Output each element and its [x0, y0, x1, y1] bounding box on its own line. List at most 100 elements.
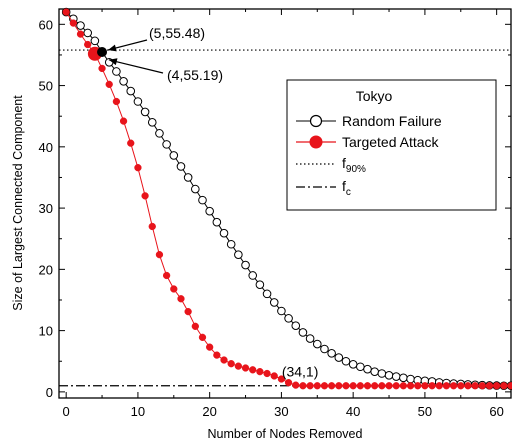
data-point-random	[277, 306, 286, 316]
data-point-random	[176, 162, 186, 171]
data-point-random	[83, 28, 92, 38]
y-tick-label: 30	[39, 201, 53, 216]
data-point-random	[155, 129, 164, 138]
data-point-random	[327, 348, 336, 358]
data-point-random	[76, 21, 85, 30]
data-point-targeted	[256, 368, 264, 376]
data-point-targeted	[277, 375, 286, 383]
data-point-targeted	[500, 382, 508, 390]
annotation-arrow-5-head	[108, 44, 117, 52]
legend-fc-sub: c	[346, 187, 351, 198]
legend-f90-sub: 90%	[346, 164, 366, 175]
x-tick-label: 0	[63, 404, 70, 419]
data-point-targeted	[442, 382, 451, 390]
data-point-random	[312, 339, 322, 349]
legend-f90-main: f	[342, 155, 346, 171]
y-tick-label: 20	[39, 262, 53, 277]
data-point-random	[119, 76, 128, 86]
data-point-random	[183, 173, 193, 182]
data-point-targeted	[392, 382, 400, 390]
data-point-targeted	[399, 382, 408, 390]
x-tick-label: 50	[418, 404, 432, 419]
data-point-targeted	[84, 40, 92, 49]
data-point-targeted	[313, 382, 321, 390]
data-point-random	[234, 250, 243, 259]
data-point-random	[140, 107, 150, 117]
data-point-targeted	[349, 382, 357, 390]
data-point-targeted	[335, 382, 343, 390]
data-point-random	[212, 217, 222, 227]
legend-fc-label: fc	[342, 178, 351, 198]
data-point-targeted	[284, 379, 293, 387]
data-point-targeted	[191, 322, 199, 330]
data-point-targeted	[306, 382, 314, 390]
data-point-targeted	[184, 307, 192, 316]
data-point-random	[133, 97, 143, 106]
data-point-targeted	[198, 333, 207, 342]
legend-fc-main: f	[342, 178, 346, 194]
data-point-random	[356, 362, 365, 372]
data-point-targeted	[213, 351, 221, 359]
data-point-targeted	[69, 19, 77, 27]
data-point-random	[241, 260, 250, 270]
data-point-targeted	[62, 8, 70, 16]
legend-title: Tokyo	[356, 88, 393, 104]
x-tick-label: 20	[202, 404, 216, 419]
data-point-random	[191, 184, 200, 194]
data-point-targeted	[141, 192, 149, 200]
data-point-random	[269, 298, 279, 307]
data-point-random	[384, 371, 394, 380]
data-point-random	[198, 195, 207, 205]
data-point-targeted	[270, 372, 278, 380]
data-point-random	[334, 353, 344, 362]
data-point-random	[162, 140, 171, 149]
data-point-random	[320, 344, 329, 354]
data-point-random	[291, 321, 301, 331]
data-point-targeted	[299, 382, 307, 390]
data-point-targeted	[356, 382, 364, 390]
data-point-targeted	[493, 382, 501, 390]
data-point-random	[112, 67, 121, 76]
data-point-targeted	[320, 382, 329, 390]
annotations-layer: (5,55.48) (4,55.19) (34,1)	[87, 25, 319, 380]
data-point-targeted	[170, 285, 178, 293]
x-tick-label: 30	[274, 404, 288, 419]
data-point-targeted	[327, 382, 336, 390]
data-point-random	[219, 228, 229, 238]
y-tick-label: 40	[39, 140, 53, 155]
data-point-targeted	[406, 382, 415, 390]
x-tick-label: 40	[346, 404, 360, 419]
axis-ticks: 0 10 20 30 40 50 60 0 10 20 30 40 50 60	[39, 9, 511, 419]
data-point-targeted	[76, 30, 85, 38]
data-point-random	[255, 280, 265, 289]
annotation-arrow-4-head	[108, 58, 118, 66]
data-point-targeted	[471, 382, 479, 390]
data-point-targeted	[155, 251, 164, 259]
data-point-random	[284, 314, 293, 323]
data-point-random	[377, 369, 387, 378]
data-point-random	[169, 151, 179, 160]
x-tick-label: 60	[489, 404, 503, 419]
legend: Tokyo Random Failure Targeted Attack f90…	[286, 79, 497, 211]
x-tick-label: 10	[131, 404, 145, 419]
data-point-random	[391, 372, 401, 381]
data-point-random	[262, 289, 272, 299]
data-point-targeted	[127, 139, 135, 147]
y-tick-label: 10	[39, 324, 53, 339]
data-point-targeted	[478, 382, 486, 390]
data-point-targeted	[105, 80, 113, 88]
data-point-targeted	[112, 97, 121, 106]
legend-targeted-label: Targeted Attack	[342, 134, 440, 150]
data-point-random	[305, 334, 315, 343]
data-point-targeted	[206, 343, 214, 351]
data-point-targeted	[435, 382, 443, 390]
legend-f90-label: f90%	[342, 155, 366, 175]
data-point-targeted	[162, 271, 171, 280]
data-point-targeted	[148, 222, 156, 231]
data-point-targeted	[371, 382, 379, 390]
annotation-34-1: (34,1)	[282, 364, 319, 380]
y-axis-label: Size of Largest Connected Component	[11, 95, 25, 311]
data-point-targeted	[249, 366, 257, 374]
data-point-targeted	[428, 382, 436, 390]
data-point-targeted	[449, 382, 458, 390]
